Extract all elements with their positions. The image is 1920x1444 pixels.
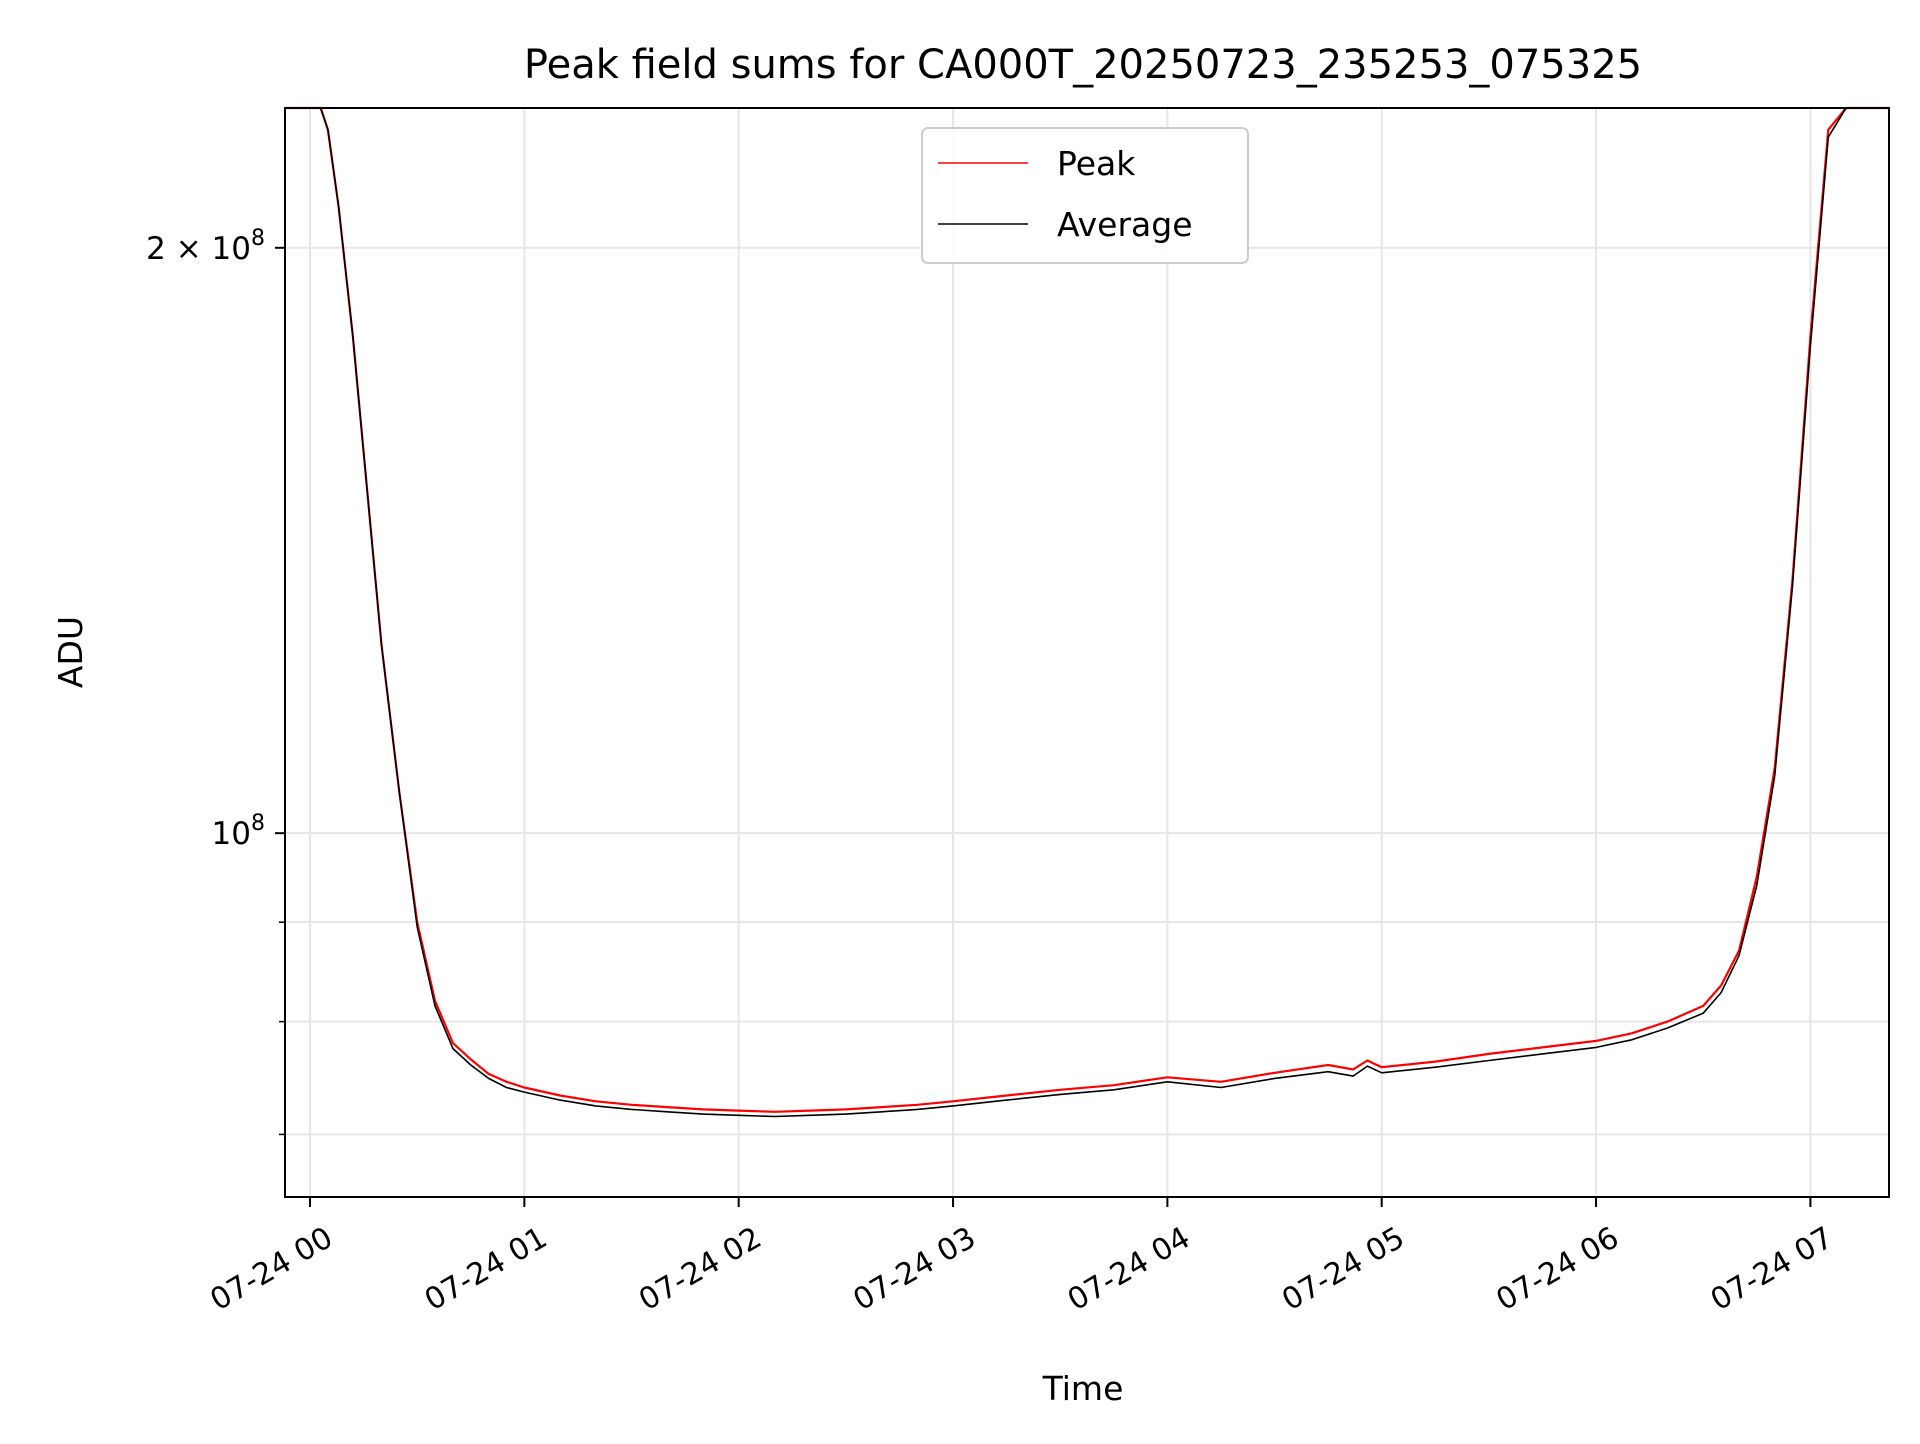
series-layer xyxy=(285,106,1889,1118)
legend-label-peak: Peak xyxy=(1057,144,1136,183)
y-tick-label: 108 xyxy=(212,811,265,852)
plot-frame xyxy=(284,107,1890,1198)
y-axis-label: ADU xyxy=(51,616,90,688)
grid-layer xyxy=(285,108,1889,1197)
chart-title: Peak field sums for CA000T_20250723_2352… xyxy=(524,42,1642,88)
y-tick-label: 2 × 108 xyxy=(146,226,265,267)
series-line-average xyxy=(285,107,1889,1118)
legend-box xyxy=(921,127,1249,264)
legend: Peak Average xyxy=(921,127,1249,264)
legend-label-average: Average xyxy=(1057,205,1193,244)
x-axis-label: Time xyxy=(1042,1369,1124,1408)
